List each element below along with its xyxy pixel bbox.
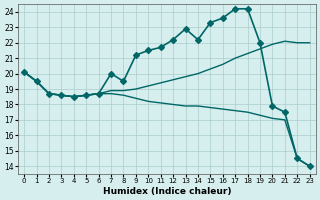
X-axis label: Humidex (Indice chaleur): Humidex (Indice chaleur): [103, 187, 231, 196]
